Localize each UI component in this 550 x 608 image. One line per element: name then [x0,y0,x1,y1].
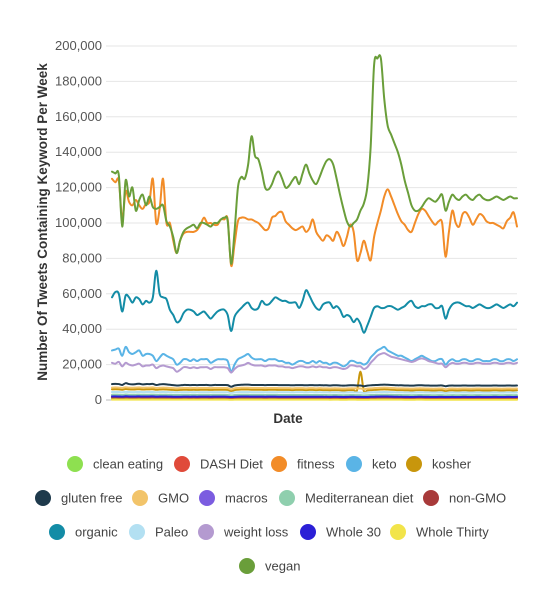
legend-item-whole-thirty[interactable]: Whole Thirty [390,524,489,540]
legend-label: macros [225,491,268,506]
legend-item-organic[interactable]: organic [49,524,118,540]
series-line-weight-loss [111,352,518,374]
y-tick-label: 200,000 [55,38,102,53]
series-line-fitness [111,177,518,268]
y-tick-label: 140,000 [55,144,102,159]
legend-label: non-GMO [449,491,506,506]
y-tick-label: 60,000 [62,286,102,301]
legend-swatch [174,456,190,472]
legend-swatch [199,490,215,506]
legend-swatch [279,490,295,506]
legend-swatch [423,490,439,506]
legend-item-dash-diet[interactable]: DASH Diet [174,456,263,472]
legend-item-mediterranean-diet[interactable]: Mediterranean diet [279,490,414,506]
legend-item-gmo[interactable]: GMO [132,490,189,506]
y-tick-label: 40,000 [62,321,102,336]
series-line-kosher [111,370,518,394]
y-axis-title: Number Of Tweets Containing Keyword Per … [35,63,50,381]
legend-label: Whole Thirty [416,525,489,540]
legend-label: fitness [297,457,335,472]
legend-swatch [239,558,255,574]
legend-item-vegan[interactable]: vegan [239,558,300,574]
series-lines [111,54,518,401]
legend-item-clean-eating[interactable]: clean eating [67,456,163,472]
legend-item-whole-30[interactable]: Whole 30 [300,524,381,540]
legend-label: Mediterranean diet [305,491,414,506]
legend-swatch [406,456,422,472]
legend-swatch [67,456,83,472]
legend-item-gluten-free[interactable]: gluten free [35,490,122,506]
legend-swatch [35,490,51,506]
legend-swatch [129,524,145,540]
legend-swatch [198,524,214,540]
series-line-mediterranean-diet [111,393,518,397]
series-line-whole-30 [111,395,518,399]
y-tick-label: 120,000 [55,180,102,195]
x-axis-title: Date [273,411,303,426]
series-line-vegan [111,54,518,265]
legend: clean eating DASH Diet fitness keto kosher gl… [35,456,506,574]
series-line-gluten-free [111,382,518,388]
legend-label: keto [372,457,397,472]
y-tick-label: 180,000 [55,73,102,88]
legend-item-keto[interactable]: keto [346,456,397,472]
y-tick-label: 80,000 [62,250,102,265]
legend-label: organic [75,525,118,540]
legend-item-macros[interactable]: macros [199,490,268,506]
legend-item-kosher[interactable]: kosher [406,456,472,472]
legend-label: GMO [158,491,189,506]
legend-label: weight loss [223,525,289,540]
y-axis-tick-labels: 0 20,000 40,000 60,000 80,000 100,000 120,000 1… [55,38,102,407]
series-line-paleo [111,390,518,394]
legend-item-fitness[interactable]: fitness [271,456,335,472]
legend-swatch [132,490,148,506]
legend-item-weight-loss[interactable]: weight loss [198,524,289,540]
legend-swatch [300,524,316,540]
legend-item-non-gmo[interactable]: non-GMO [423,490,506,506]
series-line-keto [111,345,518,373]
legend-label: Whole 30 [326,525,381,540]
y-tick-label: 20,000 [62,357,102,372]
legend-label: Paleo [155,525,188,540]
series-line-gmo [111,386,518,391]
y-tick-label: 100,000 [55,215,102,230]
legend-swatch [271,456,287,472]
y-tick-label: 0 [95,392,102,407]
legend-item-paleo[interactable]: Paleo [129,524,188,540]
legend-swatch [346,456,362,472]
legend-label: kosher [432,457,472,472]
legend-label: vegan [265,559,300,574]
legend-label: gluten free [61,491,122,506]
legend-swatch [49,524,65,540]
y-tick-label: 160,000 [55,109,102,124]
legend-swatch [390,524,406,540]
series-line-organic [111,269,518,334]
legend-label: clean eating [93,457,163,472]
legend-label: DASH Diet [200,457,263,472]
